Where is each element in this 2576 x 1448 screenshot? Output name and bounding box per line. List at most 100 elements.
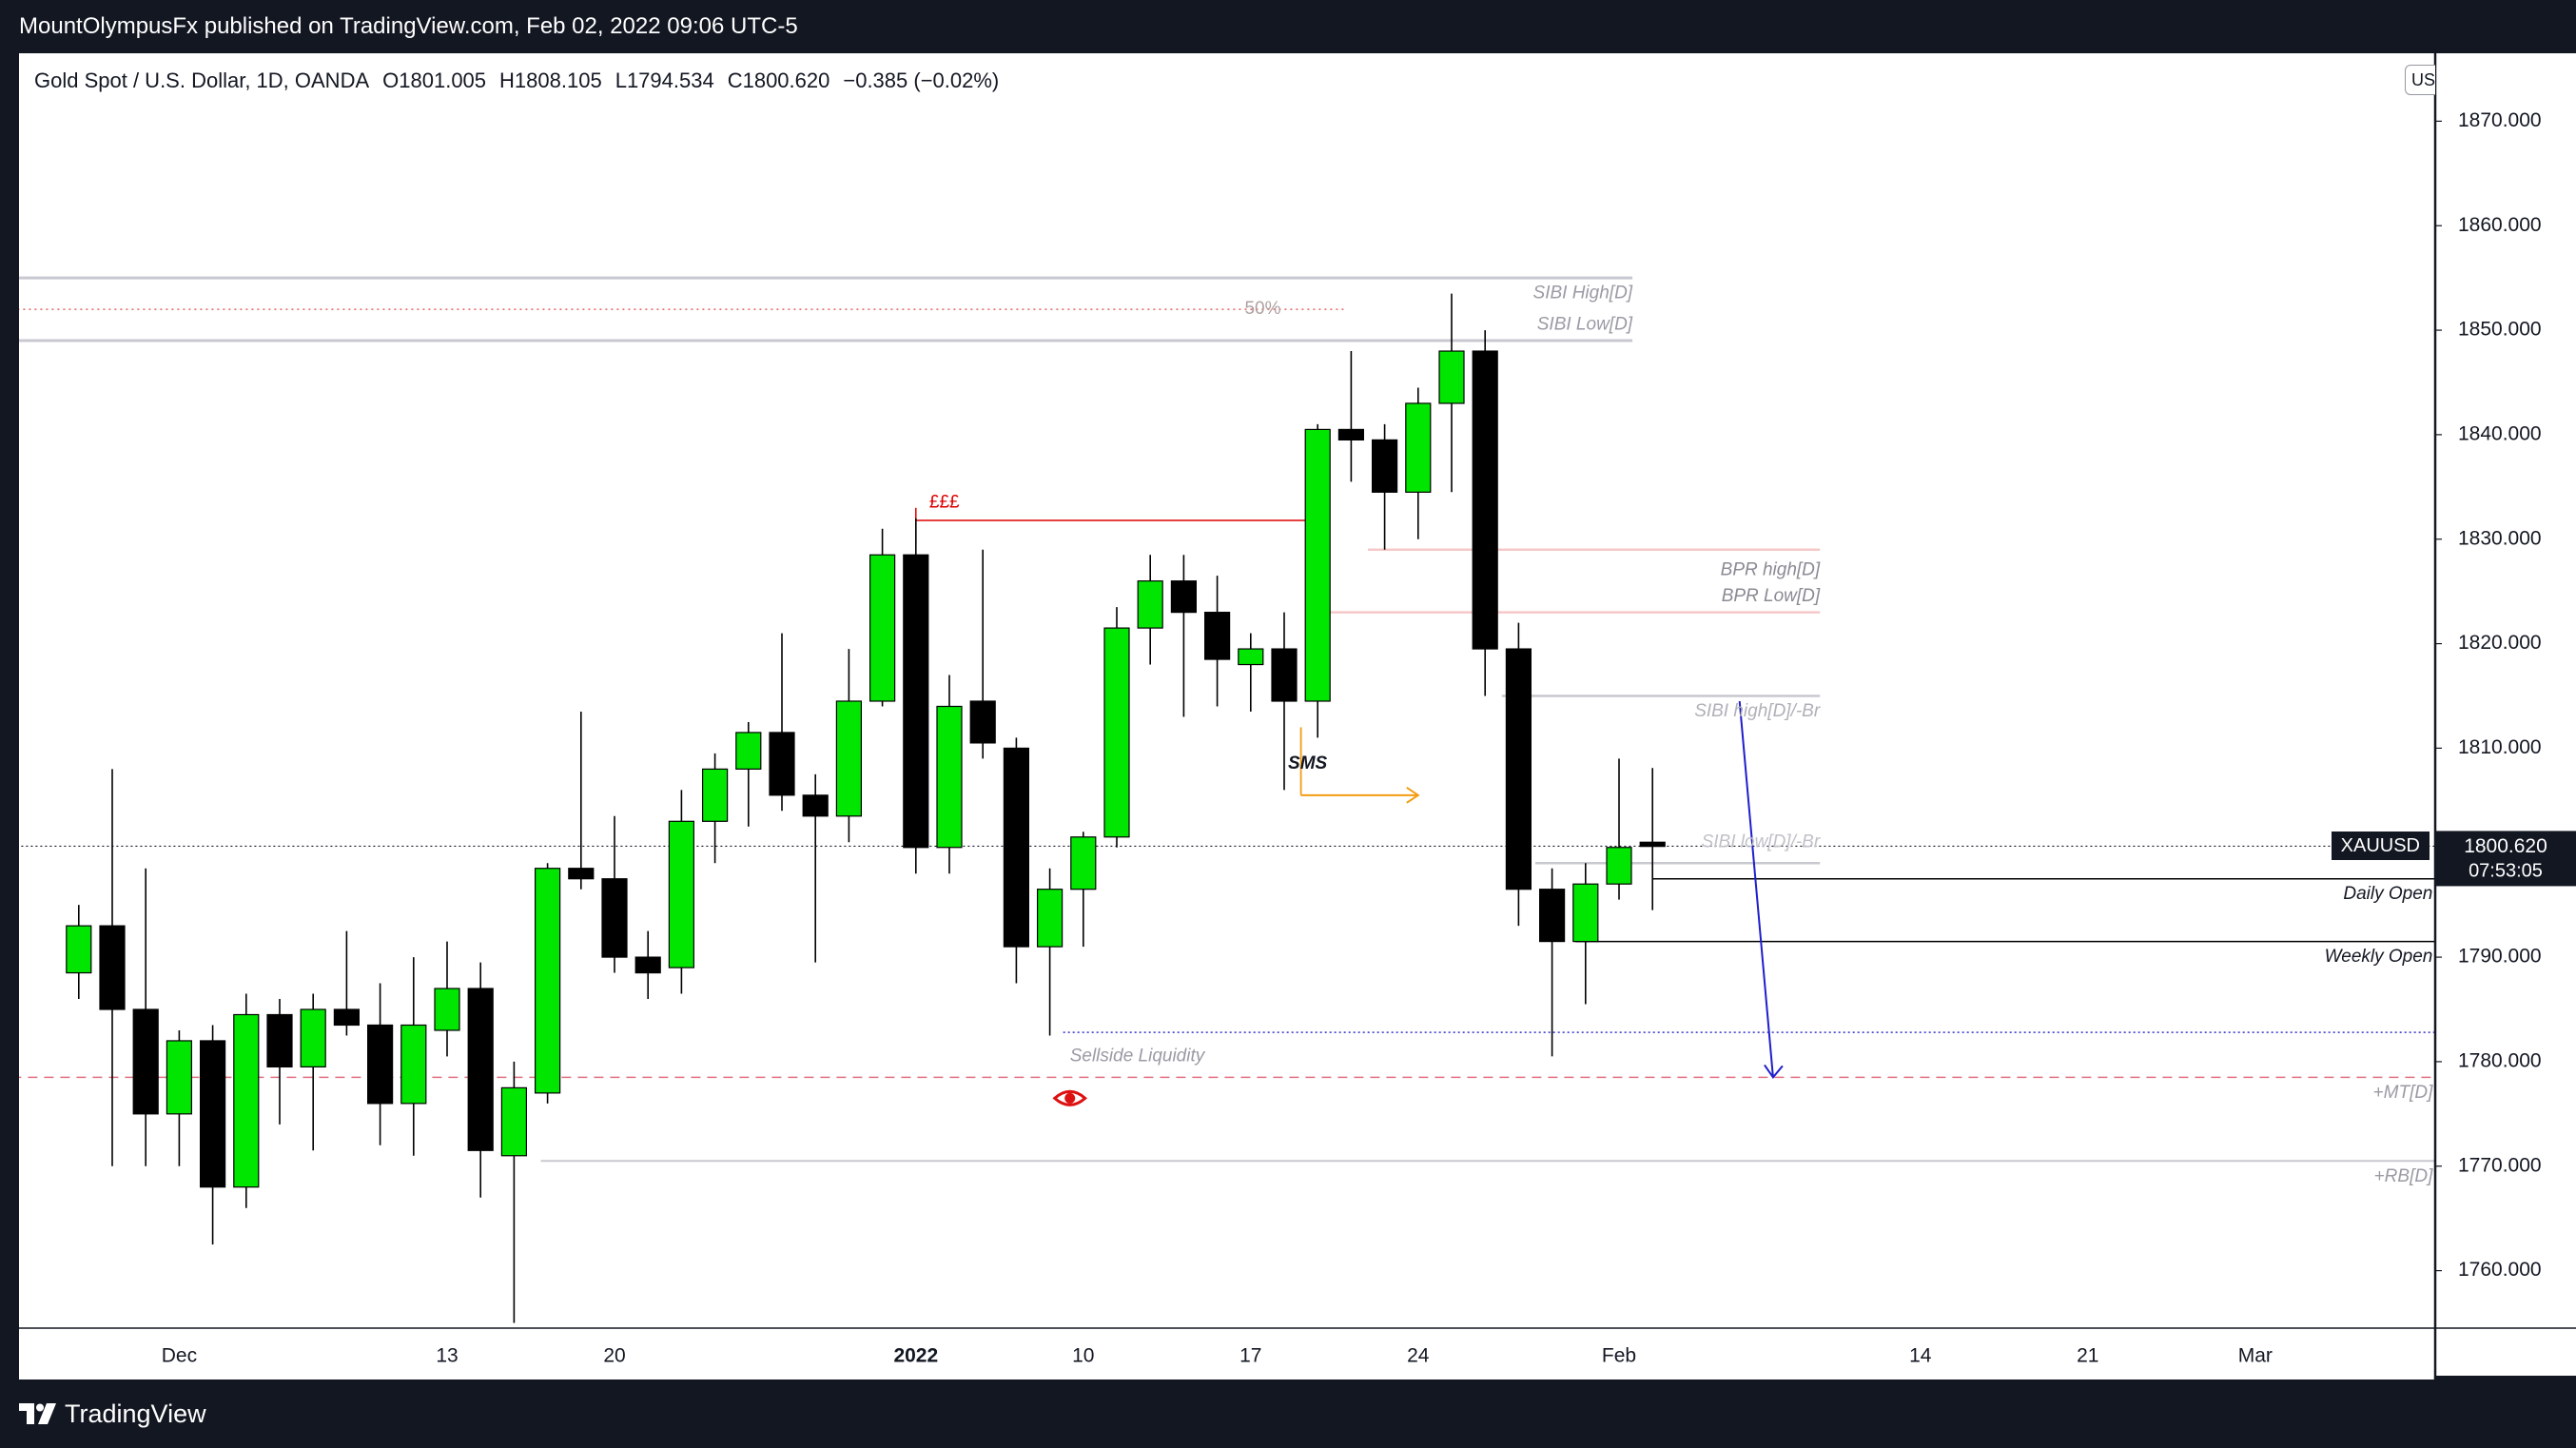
candle — [367, 983, 394, 1145]
candle-body-down — [1371, 439, 1398, 493]
current-price-tag — [2435, 831, 2576, 887]
eye-icon — [1052, 1089, 1087, 1106]
candle-body-down — [1472, 350, 1498, 650]
candle — [233, 993, 260, 1208]
candle-body-down — [802, 794, 829, 817]
candle — [200, 1025, 226, 1245]
candle-body-down — [1538, 889, 1566, 943]
candle-body-up — [66, 925, 92, 974]
symbol-name: Gold Spot / U.S. Dollar, 1D, OANDA — [34, 68, 370, 92]
candle-body-up — [1103, 627, 1130, 838]
price-axis[interactable]: 1760.0001770.0001780.0001790.0001800.000… — [2435, 53, 2576, 1380]
high-value: 1808.105 — [514, 68, 602, 92]
candle — [601, 815, 628, 973]
price-tick-label: 1860.000 — [2458, 214, 2542, 236]
eye-icon-pupil — [1064, 1092, 1076, 1104]
candle — [1572, 863, 1599, 1005]
time-axis-label: 10 — [1072, 1345, 1094, 1367]
tradingview-logo-text: TradingView — [65, 1399, 206, 1428]
projection-arrow — [1738, 700, 1784, 1080]
candle — [1003, 737, 1030, 984]
candle — [1371, 423, 1398, 550]
bpr-low-label: BPR Low[D] — [1722, 586, 1821, 606]
bpr-high-label: BPR high[D] — [1721, 560, 1821, 580]
candle-body-down — [266, 1013, 293, 1068]
candle — [66, 905, 92, 1000]
candle — [1405, 387, 1432, 539]
weekly-open-label: Weekly Open — [2325, 947, 2433, 967]
candle — [936, 675, 963, 874]
candle-body-down — [99, 925, 126, 1010]
candle — [434, 941, 460, 1057]
candle-body-down — [769, 732, 795, 796]
candle-body-up — [1137, 580, 1163, 629]
eee-label: £££ — [929, 492, 960, 512]
price-countdown: 07:53:05 — [2469, 861, 2543, 882]
candle — [634, 930, 661, 1000]
price-axis-foot — [2435, 1376, 2576, 1380]
candle — [300, 993, 326, 1151]
sibi-high-label: SIBI High[D] — [1533, 284, 1633, 303]
time-axis-label: Feb — [1602, 1345, 1636, 1367]
currency-badge[interactable]: USD — [2405, 65, 2435, 95]
candle — [99, 769, 126, 1166]
candle — [1070, 832, 1097, 948]
price-tick-label: 1760.000 — [2458, 1259, 2542, 1281]
candle — [1137, 555, 1163, 665]
candle — [266, 999, 293, 1125]
time-axis-label: 17 — [1239, 1345, 1261, 1367]
close-value: 1800.620 — [742, 68, 830, 92]
price-chart[interactable]: SIBI High[D] SIBI Low[D] 50% £££ BPR high[D]… — [19, 53, 2435, 1380]
candle-body-up — [1572, 883, 1599, 943]
sibi2-low-label: SIBI low[D]/-Br — [1702, 832, 1821, 851]
candles — [66, 293, 1666, 1323]
candle — [333, 930, 360, 1036]
sellside-liquidity-label: Sellside Liquidity — [1070, 1046, 1206, 1066]
time-axis-label: Dec — [162, 1345, 197, 1367]
candle-body-up — [166, 1040, 192, 1115]
publisher-bar: MountOlympusFx published on TradingView.… — [0, 0, 2576, 53]
candle — [969, 549, 996, 759]
price-tick-label: 1830.000 — [2458, 527, 2542, 549]
candle — [802, 773, 829, 963]
time-axis-labels: Dec 13 20 2022 10 17 24 Feb 14 21 Mar — [162, 1345, 2273, 1367]
low-value: 1794.534 — [626, 68, 714, 92]
time-axis-label: 21 — [2077, 1345, 2098, 1367]
candle — [769, 633, 795, 812]
price-tick-label: 1840.000 — [2458, 422, 2542, 444]
time-axis-label: 13 — [436, 1345, 458, 1367]
close-label: C — [727, 68, 743, 92]
high-label: H — [499, 68, 515, 92]
candle — [568, 711, 595, 890]
candle — [1639, 768, 1666, 910]
candle-body-up — [1036, 889, 1064, 948]
candle — [1606, 758, 1632, 900]
candle-body-down — [467, 988, 494, 1151]
tradingview-logo[interactable]: TradingView — [19, 1399, 206, 1429]
candle-body-up — [668, 820, 695, 969]
price-tick-label: 1790.000 — [2458, 946, 2542, 968]
candle-body-up — [500, 1086, 527, 1157]
candle-body-up — [936, 705, 963, 849]
sibi-low-label: SIBI Low[D] — [1537, 315, 1633, 335]
candle — [1238, 633, 1264, 712]
candle — [1203, 576, 1231, 707]
candle — [1036, 868, 1064, 1036]
candle-body-up — [1438, 350, 1465, 404]
candle — [868, 528, 896, 707]
candle-body-down — [1505, 648, 1532, 890]
candle-body-down — [333, 1008, 360, 1027]
current-price-value: 1800.620 — [2464, 835, 2547, 857]
candle — [1505, 622, 1532, 927]
symbol-price-tag: XAUUSD — [2331, 832, 2430, 861]
candle-body-up — [1304, 428, 1331, 702]
candle — [1103, 607, 1130, 848]
candle-body-up — [701, 768, 729, 822]
time-axis-label: 24 — [1407, 1345, 1430, 1367]
candle-body-down — [568, 868, 595, 880]
price-tick-label: 1850.000 — [2458, 319, 2542, 341]
candle — [1170, 555, 1198, 717]
fifty-percent-label: 50% — [1244, 299, 1280, 319]
chart-panel[interactable]: SIBI High[D] SIBI Low[D] 50% £££ BPR high[D]… — [19, 53, 2435, 1380]
candle — [1438, 293, 1465, 493]
